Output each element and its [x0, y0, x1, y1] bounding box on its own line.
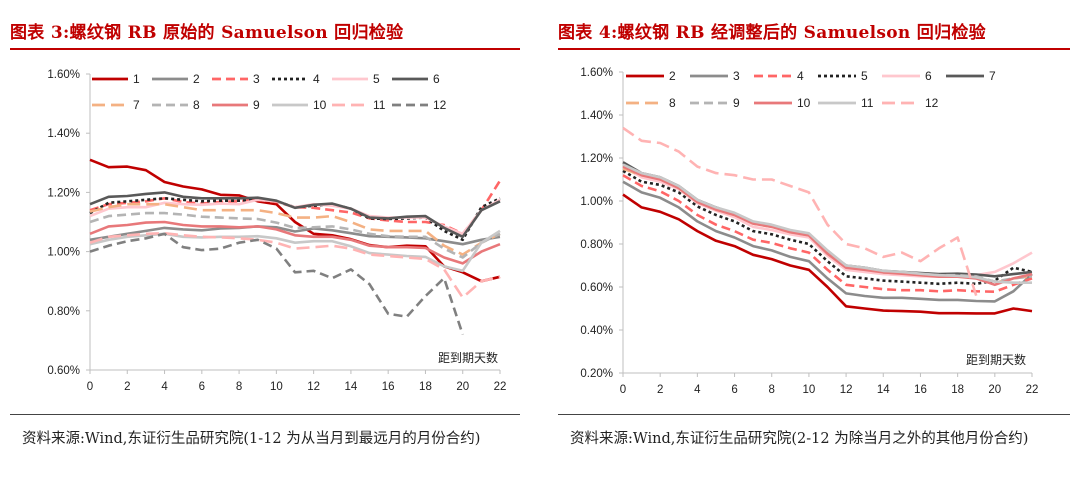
series-line-4	[622, 174, 1033, 293]
legend-label-5: 5	[861, 69, 868, 83]
series-line-7	[622, 161, 1033, 278]
legend-label-11: 11	[373, 98, 386, 112]
legend-label-10: 10	[313, 98, 327, 112]
y-tick-label: 0.20%	[580, 368, 613, 380]
legend-label-10: 10	[797, 96, 811, 110]
source-note: 资料来源:Wind,东证衍生品研究院(2-12 为除当月之外的其他月份合约)	[570, 431, 1029, 447]
chart-panel-rb-adjusted: 图表 4:螺纹钢 RB 经调整后的 Samuelson 回归检验 0.20% 0.…	[548, 0, 1080, 497]
x-tick-label: 4	[694, 384, 701, 396]
x-tick-label: 4	[161, 381, 168, 393]
legend-label-7: 7	[989, 69, 996, 83]
x-tick-label: 16	[382, 381, 395, 393]
legend-label-8: 8	[193, 98, 200, 112]
legend-label-11: 11	[861, 96, 874, 110]
legend-label-9: 9	[733, 96, 740, 110]
series-line-9	[89, 220, 501, 265]
legend-label-8: 8	[669, 96, 676, 110]
x-tick-label: 6	[731, 384, 737, 396]
x-tick-label: 14	[345, 381, 358, 393]
x-tick-label: 18	[419, 381, 432, 393]
source-divider	[10, 414, 520, 415]
legend-label-12: 12	[925, 96, 939, 110]
series-line-1	[89, 158, 501, 283]
x-tick-label: 18	[951, 384, 964, 396]
x-tick-label: 0	[87, 381, 93, 393]
y-tick-label: 1.00%	[580, 196, 613, 208]
source-divider	[558, 414, 1070, 415]
legend-label-3: 3	[733, 69, 740, 83]
y-tick-label: 1.20%	[580, 153, 613, 165]
legend-label-3: 3	[253, 72, 260, 86]
x-tick-label: 8	[769, 384, 775, 396]
x-tick-label: 22	[1026, 384, 1039, 396]
x-tick-label: 8	[236, 381, 242, 393]
chart-title: 图表 4:螺纹钢 RB 经调整后的 Samuelson 回归检验	[558, 23, 986, 43]
legend-label-1: 1	[133, 72, 140, 86]
x-tick-label: 10	[270, 381, 283, 393]
x-tick-label: 20	[456, 381, 469, 393]
x-tick-label: 14	[877, 384, 890, 396]
x-tick-label: 10	[803, 384, 816, 396]
series-line-11	[89, 231, 501, 299]
legend-label-4: 4	[313, 72, 320, 86]
series-line-5	[622, 169, 1033, 286]
legend-label-7: 7	[133, 98, 140, 112]
x-tick-label: 2	[657, 384, 663, 396]
y-tick-label: 0.40%	[580, 325, 613, 337]
title-underline	[10, 48, 520, 50]
x-tick-label: 22	[494, 381, 507, 393]
x-tick-label: 20	[988, 384, 1001, 396]
source-note: 资料来源:Wind,东证衍生品研究院(1-12 为从当月到最远月的月份合约)	[22, 431, 481, 447]
chart-panel-rb-original: 图表 3:螺纹钢 RB 原始的 Samuelson 回归检验 0.60% 0.80…	[0, 0, 530, 497]
x-tick-label: 2	[124, 381, 130, 393]
legend-label-6: 6	[433, 72, 440, 86]
x-axis-label: 距到期天数	[438, 350, 498, 365]
series-line-4	[89, 197, 501, 242]
x-tick-label: 0	[620, 384, 626, 396]
legend-label-5: 5	[373, 72, 380, 86]
chart-title: 图表 3:螺纹钢 RB 原始的 Samuelson 回归检验	[10, 23, 404, 43]
y-tick-label: 1.40%	[580, 110, 613, 122]
series-line-11	[622, 163, 1032, 284]
series-line-2	[89, 225, 501, 246]
y-tick-label: 1.60%	[47, 69, 80, 81]
series-line-2	[622, 193, 1033, 315]
y-tick-label: 1.40%	[47, 128, 80, 140]
line-chart-rb-original: 0.60%0.80%1.00%1.20%1.40%1.60%0 2 4 6 8 10 12 1…	[47, 69, 507, 393]
legend-label-12: 12	[433, 98, 447, 112]
legend-label-2: 2	[193, 72, 200, 86]
x-axis-label: 距到期天数	[966, 352, 1026, 367]
x-tick-label: 12	[840, 384, 853, 396]
title-underline	[558, 48, 1070, 50]
y-tick-label: 0.60%	[580, 282, 613, 294]
series-line-7	[89, 202, 501, 256]
legend: 1 2 3 4 5 67 8 9 10 11 12	[92, 72, 447, 112]
y-tick-label: 0.80%	[580, 239, 613, 251]
legend: 2 3 4 5 6 7 8 9 10 11 12	[626, 69, 996, 110]
x-tick-label: 6	[199, 381, 205, 393]
series-line-6	[89, 191, 501, 239]
line-chart-rb-adjusted: 0.20% 0.40% 0.60% 0.80% 1.00% 1.20% 1.40% 1.60%…	[580, 67, 1039, 396]
y-tick-label: 1.20%	[47, 187, 80, 199]
series-line-12	[622, 126, 978, 296]
legend-label-6: 6	[925, 69, 932, 83]
legend-label-4: 4	[797, 69, 804, 83]
legend-label-2: 2	[669, 69, 676, 83]
y-tick-label: 1.60%	[580, 67, 613, 79]
legend-label-9: 9	[253, 98, 260, 112]
x-tick-label: 16	[914, 384, 927, 396]
y-tick-label: 0.80%	[47, 306, 80, 318]
x-tick-label: 12	[307, 381, 320, 393]
series-line-3	[622, 180, 1033, 303]
y-tick-label: 0.60%	[47, 365, 80, 377]
series-line-12	[89, 232, 464, 335]
y-tick-label: 1.00%	[47, 247, 80, 259]
